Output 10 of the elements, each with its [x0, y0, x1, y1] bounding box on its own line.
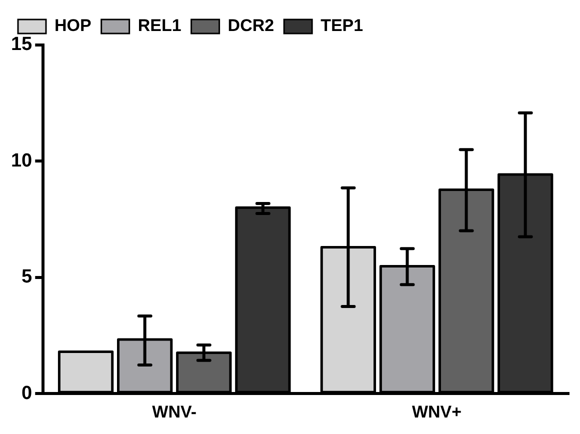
y-tick-label: 15 — [10, 34, 33, 56]
x-tick-label: WNV- — [152, 402, 197, 422]
y-tick-label: 0 — [22, 382, 32, 404]
x-tick-label: WNV+ — [412, 402, 462, 422]
y-tick-label: 5 — [22, 266, 33, 288]
legend-label: TEP1 — [320, 16, 364, 36]
legend-label: HOP — [54, 16, 92, 36]
y-tick-label: 10 — [10, 150, 32, 172]
legend-label: REL1 — [138, 16, 182, 36]
legend-label: DCR2 — [228, 16, 274, 36]
